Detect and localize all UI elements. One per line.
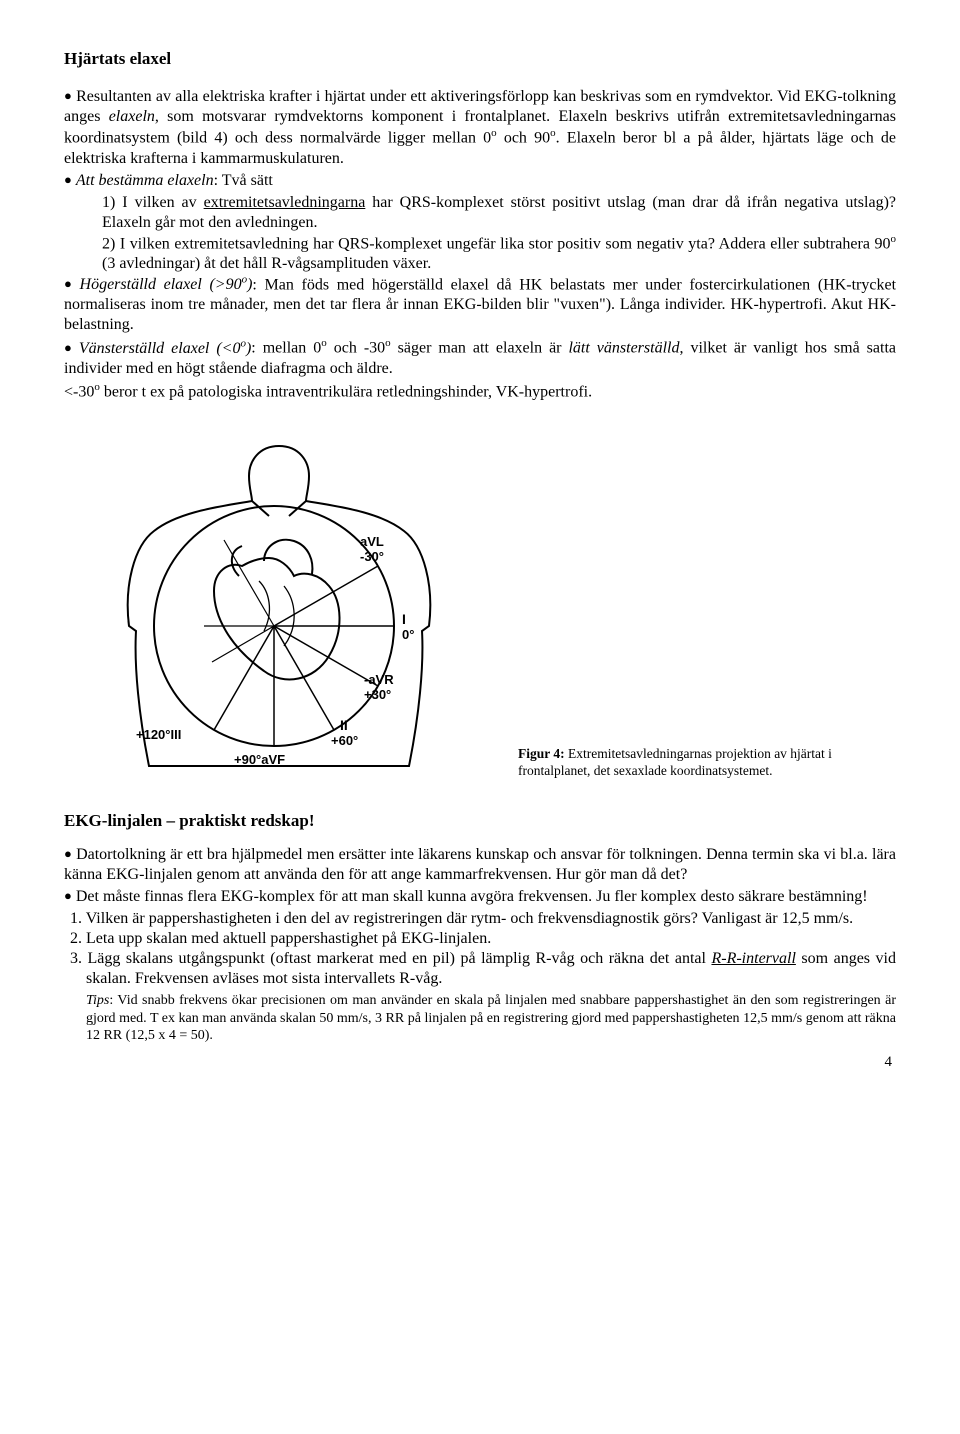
ordered-item-3: 3. Lägg skalans utgångspunkt (oftast mar… <box>86 949 896 989</box>
label-i-deg: 0° <box>402 627 414 642</box>
term: Högerställd elaxel (>90 <box>80 276 242 293</box>
text: och 90 <box>497 130 550 147</box>
label-avr: -aVR <box>364 672 394 687</box>
text: 3. Lägg skalans utgångspunkt (oftast mar… <box>70 950 711 967</box>
text: 1) I vilken av <box>102 194 204 211</box>
label-ii-deg: +60° <box>331 733 358 748</box>
term: Vänsterställd elaxel (<0 <box>79 340 241 357</box>
text: : Två sätt <box>214 172 273 189</box>
text: (3 avledningar) åt det håll R-vågsamplit… <box>102 255 431 272</box>
label-avl: aVL <box>360 534 384 549</box>
degree: o <box>891 233 897 245</box>
paragraph-4: Vänsterställd elaxel (<0o): mellan 0o oc… <box>64 337 896 378</box>
sub-item-2: 2) I vilken extremitetsavledning har QRS… <box>102 233 896 274</box>
section-2-title: EKG-linjalen – praktiskt redskap! <box>64 810 896 831</box>
page-title: Hjärtats elaxel <box>64 48 896 69</box>
paragraph-2: Att bestämma elaxeln: Två sätt <box>64 171 896 191</box>
text: säger man att elaxeln är <box>391 340 569 357</box>
figure-4-caption: Figur 4: Extremitetsavledningarnas proje… <box>494 746 896 792</box>
tips-paragraph: Tips: Vid snabb frekvens ökar precisione… <box>86 992 896 1045</box>
page-number: 4 <box>64 1053 896 1072</box>
label-i: I <box>402 611 406 627</box>
label-avf: +90°aVF <box>234 752 285 767</box>
term: Att bestämma elaxeln <box>76 172 214 189</box>
text: 2) I vilken extremitetsavledning har QRS… <box>102 235 891 252</box>
figure-4-diagram: aVL -30° I 0° -aVR +30° II +60° +90°aVF … <box>64 416 494 792</box>
text: och -30 <box>327 340 385 357</box>
term: lätt vänsterställd <box>568 340 679 357</box>
text: Det måste finnas flera EKG-komplex för a… <box>76 888 868 905</box>
text: : mellan 0 <box>251 340 321 357</box>
text: <-30 <box>64 383 94 400</box>
text: beror t ex på patologiska intraventrikul… <box>100 383 592 400</box>
text: Datortolkning är ett bra hjälpmedel men … <box>64 846 896 883</box>
underlined-term: extremitetsavledningarna <box>204 194 366 211</box>
label-avl-deg: -30° <box>360 549 384 564</box>
paragraph-5: <-30o beror t ex på patologiska intraven… <box>64 381 896 402</box>
underlined-term: R-R-intervall <box>711 950 795 967</box>
label-ii: II <box>340 717 348 733</box>
paragraph-1: Resultanten av alla elektriska krafter i… <box>64 87 896 168</box>
ordered-item-1: 1. Vilken är pappershastigheten i den de… <box>86 909 896 929</box>
label-iii: +120°III <box>136 727 181 742</box>
caption-text: Extremitetsavledningarnas projektion av … <box>518 746 832 778</box>
label-avr-deg: +30° <box>364 687 391 702</box>
tips-text: : Vid snabb frekvens ökar precisionen om… <box>86 993 896 1043</box>
tips-label: Tips <box>86 993 109 1008</box>
term-elaxeln: elaxeln <box>109 108 155 125</box>
section-2-p1: Datortolkning är ett bra hjälpmedel men … <box>64 845 896 885</box>
section-2-p2: Det måste finnas flera EKG-komplex för a… <box>64 887 896 907</box>
paragraph-3: Högerställd elaxel (>90o): Man föds med … <box>64 274 896 335</box>
caption-label: Figur 4: <box>518 746 565 761</box>
figure-4: aVL -30° I 0° -aVR +30° II +60° +90°aVF … <box>64 416 896 792</box>
ordered-item-2: 2. Leta upp skalan med aktuell pappersha… <box>86 929 896 949</box>
sub-item-1: 1) I vilken av extremitetsavledningarna … <box>102 193 896 233</box>
